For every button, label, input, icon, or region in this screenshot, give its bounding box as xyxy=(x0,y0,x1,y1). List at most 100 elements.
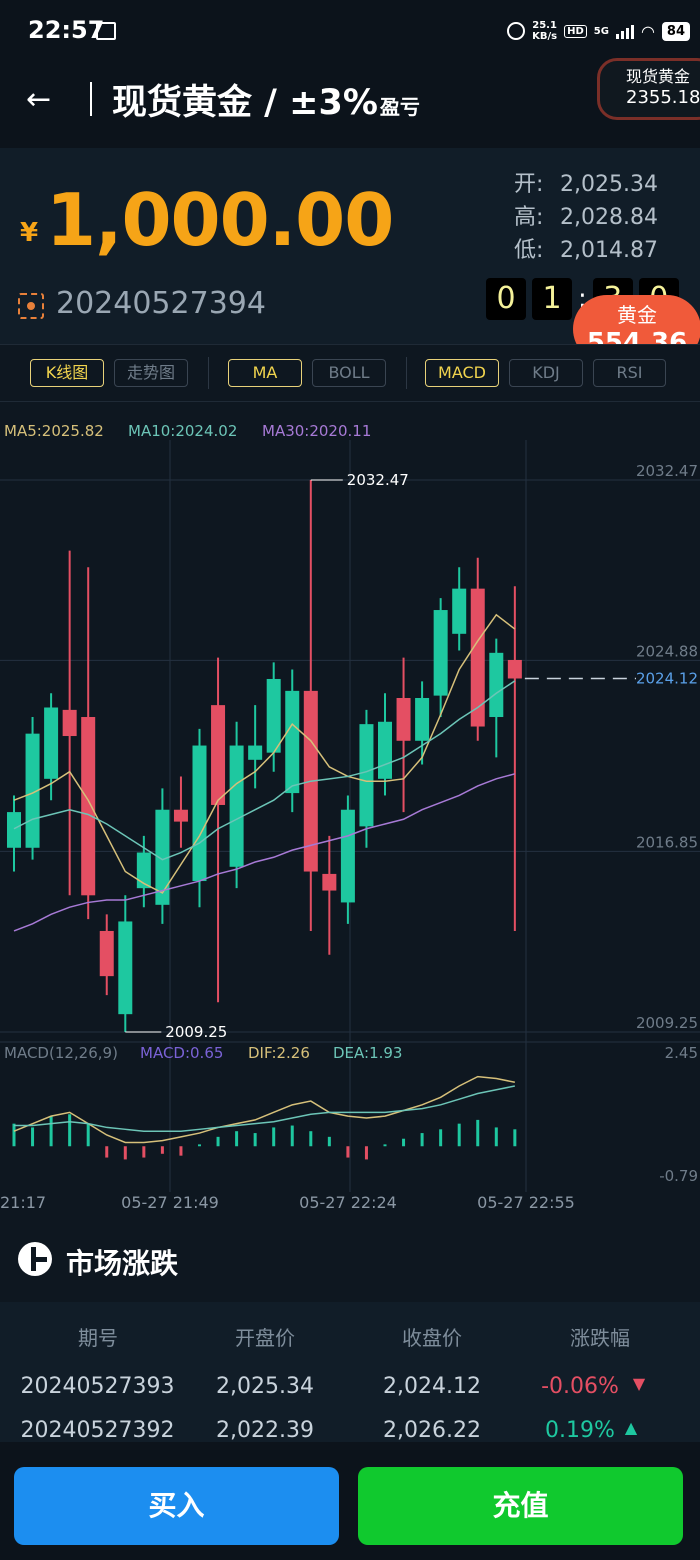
page-title: 现货黄金 / ±3% 盈亏 xyxy=(112,83,420,123)
cell-close: 2,026.22 xyxy=(383,1418,481,1443)
macd-bar xyxy=(290,1125,294,1147)
price-panel: ¥ 1,000.00 20240527394 开: 2,025.34 高: 2,02… xyxy=(0,148,700,344)
candle-body xyxy=(415,697,430,741)
macd-bar xyxy=(105,1146,109,1158)
toolbar-divider xyxy=(406,357,407,389)
x-axis-label: 21:17 xyxy=(0,1193,46,1212)
candle-body xyxy=(340,809,355,903)
macd-bar xyxy=(513,1129,517,1147)
cell-close: 2,024.12 xyxy=(383,1374,481,1399)
macd-bar xyxy=(235,1131,239,1147)
macd-bar xyxy=(272,1127,276,1147)
cell-change: 0.19% xyxy=(545,1418,615,1443)
candle-body xyxy=(433,610,448,696)
macd-bar xyxy=(383,1144,387,1147)
currency-symbol: ¥ xyxy=(20,218,39,248)
candle-body xyxy=(322,873,337,891)
max-label: 2032.47 xyxy=(347,471,409,489)
tab-boll[interactable]: BOLL xyxy=(312,359,386,387)
status-icons: 25.1 KB/s HD 5G ◠ 84 xyxy=(507,14,690,48)
macd-bar xyxy=(179,1146,183,1156)
dif-line xyxy=(13,1075,515,1144)
min-label: 2009.25 xyxy=(165,1023,227,1041)
macd-bar xyxy=(49,1116,53,1147)
macd-legend-macd: MACD:0.65 xyxy=(140,1044,223,1062)
alarm-icon xyxy=(507,22,526,40)
ma5-line xyxy=(13,613,516,894)
ohl-panel: 开: 2,025.34 高: 2,028.84 低: 2,014.87 xyxy=(514,172,658,263)
gallery-icon xyxy=(96,22,116,40)
candle-body xyxy=(118,921,133,1015)
candle-body xyxy=(192,745,207,882)
down-arrow-icon: ▼ xyxy=(632,1374,646,1393)
reference-price-button[interactable]: 现货黄金 2355.18 xyxy=(597,58,700,120)
candle-body xyxy=(248,745,263,760)
candle-body xyxy=(99,930,114,977)
ma10-line xyxy=(13,680,516,861)
app-header: ← 现货黄金 / ±3% 盈亏 现货黄金 2355.18 xyxy=(0,58,700,148)
macd-bar xyxy=(12,1123,16,1147)
wifi-icon: ◠ xyxy=(640,21,655,41)
net-type: 5G xyxy=(593,25,609,37)
chart-toolbar: K线图 走势图 MA BOLL MACD KDJ RSI xyxy=(0,344,700,402)
macd-bar xyxy=(476,1119,480,1147)
candle-body xyxy=(359,724,374,827)
tab-ma[interactable]: MA xyxy=(228,359,302,387)
y-tick-label: 2032.47 xyxy=(636,462,698,480)
dea-line xyxy=(14,1085,515,1132)
toolbar-divider xyxy=(208,357,209,389)
market-section-header: 市场涨跌 xyxy=(0,1222,700,1302)
candle-body xyxy=(285,690,300,794)
macd-bar xyxy=(68,1114,72,1147)
candle-body xyxy=(489,652,504,718)
cell-change: -0.06% xyxy=(541,1374,619,1399)
x-axis-label: 05-27 21:49 xyxy=(121,1193,219,1212)
section-title: 市场涨跌 xyxy=(66,1247,179,1280)
tab-rsi[interactable]: RSI xyxy=(593,359,666,387)
status-bar: 22:57 25.1 KB/s HD 5G ◠ 84 xyxy=(0,0,700,62)
low-value: 2,014.87 xyxy=(560,238,658,263)
macd-bar xyxy=(402,1138,406,1147)
macd-bar xyxy=(457,1123,461,1147)
network-speed: 25.1 KB/s xyxy=(532,20,558,42)
ma30-legend: MA30:2020.11 xyxy=(262,422,371,440)
macd-tick-label: 2.45 xyxy=(665,1044,698,1062)
tab-kdj[interactable]: KDJ xyxy=(509,359,583,387)
table-row[interactable]: 20240527392 2,022.39 2,026.22 0.19% ▲ xyxy=(0,1418,700,1462)
macd-legend-title: MACD(12,26,9) xyxy=(4,1044,118,1062)
macd-tick-label: -0.79 xyxy=(659,1167,698,1185)
macd-bar xyxy=(216,1136,220,1147)
candle-body xyxy=(44,707,59,779)
header-divider xyxy=(90,82,92,116)
col-header-open: 开盘价 xyxy=(235,1326,295,1350)
candle-body xyxy=(452,588,467,634)
tab-macd[interactable]: MACD xyxy=(425,359,499,387)
open-value: 2,025.34 xyxy=(560,172,658,197)
candle-body xyxy=(25,733,40,848)
macd-bar xyxy=(439,1129,443,1147)
candle-body xyxy=(266,678,281,753)
candle-body xyxy=(136,852,151,889)
kline-chart[interactable]: 2032.47 2024.88 2016.85 2009.25 MA5:2025.82 M… xyxy=(0,402,700,1222)
macd-bar xyxy=(142,1146,146,1158)
recharge-button[interactable]: 充值 xyxy=(358,1467,683,1545)
pie-chart-icon xyxy=(18,1242,52,1276)
y-tick-label: 2016.85 xyxy=(636,833,698,851)
col-header-close: 收盘价 xyxy=(402,1326,462,1350)
tab-kline[interactable]: K线图 xyxy=(30,359,104,387)
candle-body xyxy=(173,809,188,822)
back-arrow-icon[interactable]: ← xyxy=(26,82,52,117)
x-axis-label: 05-27 22:55 xyxy=(477,1193,575,1212)
macd-bar xyxy=(364,1146,368,1160)
col-header-change: 涨跌幅 xyxy=(570,1326,630,1350)
buy-button[interactable]: 买入 xyxy=(14,1467,339,1545)
cell-period: 20240527392 xyxy=(20,1418,175,1443)
table-row[interactable]: 20240527393 2,025.34 2,024.12 -0.06% ▼ xyxy=(0,1374,700,1418)
tab-trend[interactable]: 走势图 xyxy=(114,359,188,387)
candle-body xyxy=(378,721,392,779)
macd-bar xyxy=(327,1136,331,1147)
up-arrow-icon: ▲ xyxy=(624,1418,638,1437)
scan-icon xyxy=(18,293,44,319)
timer-digit: 1 xyxy=(532,278,572,320)
balance-amount: 1,000.00 xyxy=(46,178,394,262)
